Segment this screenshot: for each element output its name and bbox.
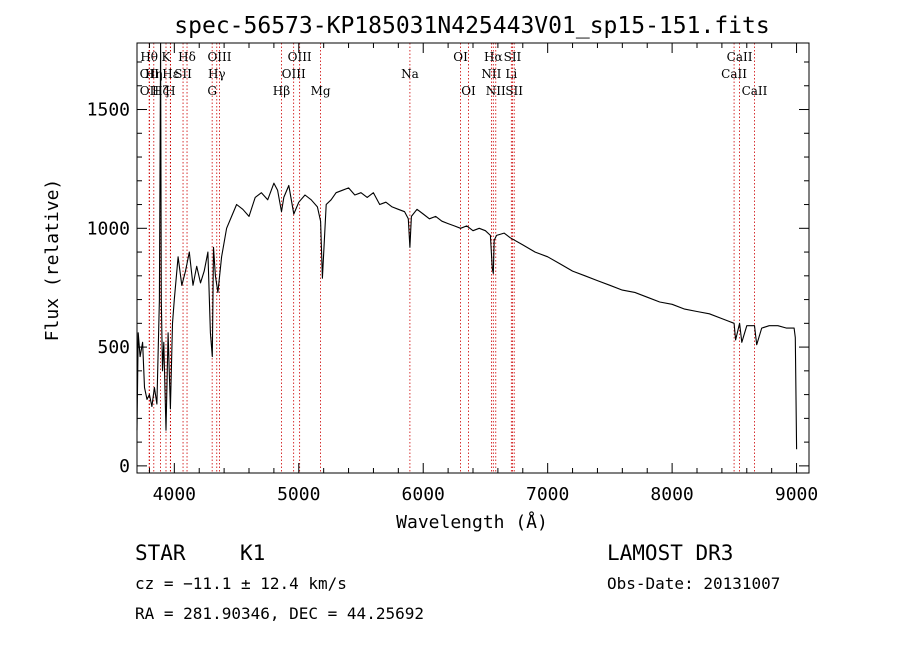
line-marker-label: Mg [311,84,331,98]
x-tick-label: 9000 [775,484,818,505]
line-marker-label: SII [174,67,192,81]
line-marker-label: Hδ [178,50,196,64]
line-marker-label: G [207,84,217,98]
line-marker-label: OIII [288,50,312,64]
line-marker-label: Hγ [208,67,226,81]
line-marker-label: Na [401,67,419,81]
line-marker-label: OIII [282,67,306,81]
line-marker-labels: HθOIIOIIHηHζKHHεSIIHδGHγOIIIHβOIIIOIIIMg… [140,50,768,98]
x-tick-label: 8000 [650,484,693,505]
y-tick-label: 500 [97,337,130,358]
plot-frame [136,42,810,474]
survey-name: LAMOST DR3 [607,541,733,565]
line-marker-label: NII [486,84,506,98]
line-marker-label: Hθ [140,50,158,64]
object-class: STAR [135,541,186,565]
y-tick-label: 0 [119,456,130,477]
object-subclass: K1 [240,541,265,565]
line-marker-label: CaII [721,67,747,81]
line-marker-label: Hα [484,50,503,64]
line-marker-label: CaII [742,84,768,98]
x-axis-label: Wavelength (Å) [396,511,548,533]
line-marker-label: OII [140,67,160,81]
y-tick-label: 1500 [87,100,130,121]
line-marker-label: K [162,50,172,64]
observation-date: Obs-Date: 20131007 [607,574,780,593]
spectrum-line [136,42,798,450]
line-marker-label: CaII [727,50,753,64]
chart-title: spec-56573-KP185031N425443V01_sp15-151.f… [174,13,769,39]
y-axis-label: Flux (relative) [42,179,63,342]
line-marker-label: Hη [145,67,163,81]
axis-ticks: 4000 5000 6000 7000 8000 9000 0 500 1000 1500 [87,43,818,505]
line-marker-label: OII [140,84,160,98]
x-tick-label: 6000 [402,484,445,505]
coordinates: RA = 281.90346, DEC = 44.25692 [135,604,424,623]
line-marker-label: Li [505,67,517,81]
line-marker-label: OI [461,84,476,98]
line-marker-label: OIII [207,50,231,64]
line-marker-label: Hε [162,67,179,81]
x-tick-label: 5000 [277,484,320,505]
line-marker-label: NII [481,67,501,81]
line-marker-label: OI [453,50,468,64]
redshift-velocity: cz = −11.1 ± 12.4 km/s [135,574,347,593]
line-marker-label: SII [504,50,522,64]
x-tick-label: 7000 [526,484,569,505]
x-tick-label: 4000 [153,484,196,505]
y-tick-label: 1000 [87,218,130,239]
line-markers [148,43,755,473]
line-marker-label: Hβ [273,84,290,98]
line-marker-label: SII [505,84,523,98]
line-marker-label: H [165,84,175,98]
